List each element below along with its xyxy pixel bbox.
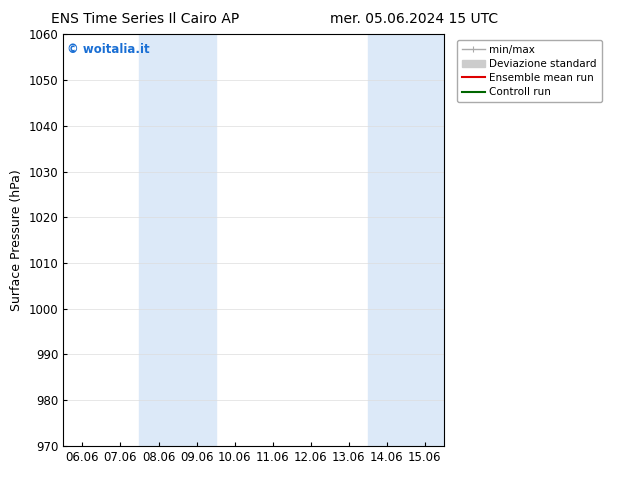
Bar — [139, 34, 216, 446]
Text: mer. 05.06.2024 15 UTC: mer. 05.06.2024 15 UTC — [330, 12, 498, 26]
Text: ENS Time Series Il Cairo AP: ENS Time Series Il Cairo AP — [51, 12, 239, 26]
Text: © woitalia.it: © woitalia.it — [67, 43, 150, 55]
Bar — [368, 34, 444, 446]
Legend: min/max, Deviazione standard, Ensemble mean run, Controll run: min/max, Deviazione standard, Ensemble m… — [456, 40, 602, 102]
Y-axis label: Surface Pressure (hPa): Surface Pressure (hPa) — [10, 169, 23, 311]
